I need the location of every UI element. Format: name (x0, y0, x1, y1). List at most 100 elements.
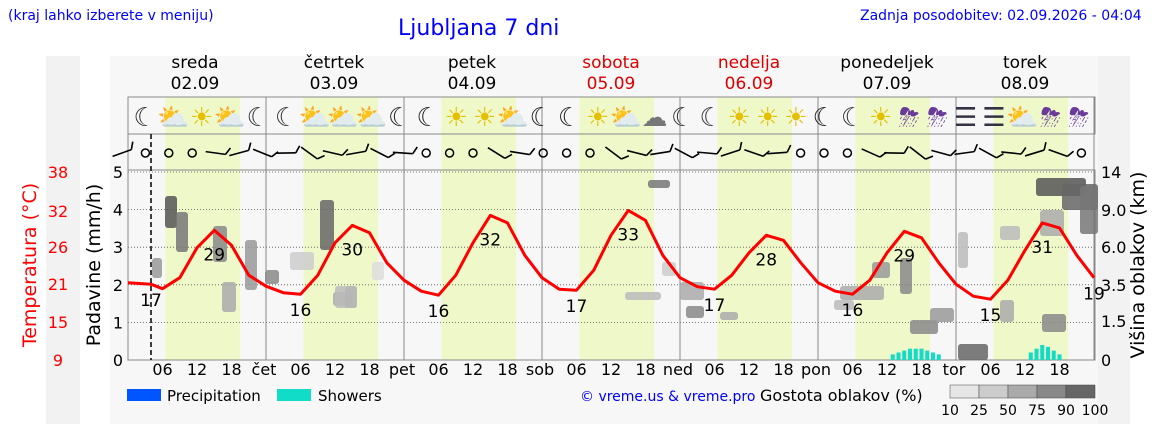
showers-bar (1040, 344, 1045, 360)
cloud-density-cell (1080, 186, 1098, 234)
wind-calm-marker (468, 148, 478, 158)
x-tick-label: 06 (566, 360, 586, 379)
x-day-abbr: sob (526, 360, 554, 379)
temp-label: 15 (980, 306, 1002, 326)
x-tick-label: 06 (842, 360, 862, 379)
day-name: ponedeljek (840, 53, 934, 73)
moon-icon: ☾ (813, 103, 836, 133)
wind-calm-marker (421, 148, 431, 158)
sun-cloud-icon: ⛅ (1006, 103, 1038, 133)
wind-calm-marker (561, 148, 572, 158)
wind-barb (1048, 148, 1075, 158)
cloud-height-tick: 9.0 (1101, 201, 1126, 220)
temp-tick: 9 (53, 351, 63, 370)
icon-row-border (127, 96, 1096, 135)
moon-cloud-icon: ☾ (133, 103, 156, 133)
region-hint-link[interactable]: (kraj lahko izberete v meniju) (8, 8, 214, 24)
left-axis-panel (46, 56, 80, 424)
x-day-abbr: pet (389, 360, 415, 379)
daylight-band (855, 97, 931, 360)
temp-label: 17 (140, 291, 162, 311)
showers-bar (1028, 352, 1033, 360)
showers-bar (1057, 354, 1062, 360)
sun-icon: ☀ (473, 103, 496, 133)
moon-cloud-icon: ☾ (841, 103, 864, 133)
sun-thunder-icon: ⛈ (899, 103, 920, 133)
x-tick-label: 12 (877, 360, 897, 379)
moon-cloud-icon: ☾ (275, 103, 298, 133)
cloud-icon: ☁ (641, 103, 667, 133)
wind-barb (346, 143, 370, 156)
temp-label: 28 (755, 250, 777, 270)
x-tick-label: 06 (290, 360, 310, 379)
cloud-density-cell (222, 282, 236, 312)
wind-calm-marker (842, 148, 853, 158)
wind-barb (674, 147, 700, 159)
showers-bar (931, 352, 935, 360)
right-axis-panel (1098, 56, 1130, 424)
day-name: sobota (582, 53, 640, 73)
wind-barb (1001, 147, 1027, 155)
sun-cloud-icon: ⛅ (327, 103, 359, 133)
x-day-abbr: ned (663, 360, 693, 379)
showers-bar (890, 354, 895, 360)
cloud-density-cell (834, 300, 854, 310)
temp-tick: 26 (48, 238, 68, 257)
wind-barb (954, 143, 979, 156)
cloud-density-swatch (1065, 384, 1096, 399)
wind-barb (300, 146, 325, 160)
x-day-abbr: pon (801, 360, 831, 379)
day-name: petek (448, 53, 496, 73)
x-tick-label: 06 (980, 360, 1000, 379)
wind-calm-marker (140, 148, 151, 158)
day-name: sreda (171, 53, 218, 73)
x-tick-label: 18 (1049, 360, 1069, 379)
precip-tick: 3 (113, 238, 123, 257)
moon-icon: ☾ (530, 103, 553, 133)
wind-calm-marker (444, 148, 455, 158)
cloud-density-cell (1000, 300, 1014, 322)
cloud-density-cell (686, 306, 704, 318)
wind-barb (626, 149, 653, 157)
day-date: 08.09 (1001, 74, 1050, 94)
temp-tick: 15 (48, 313, 68, 332)
cloud-density-cell (625, 292, 661, 300)
wind-barb (392, 146, 418, 155)
fog-icon: ☰ (954, 103, 977, 133)
cloud-density-cell (152, 258, 162, 278)
showers-bar (1051, 350, 1056, 360)
sun-cloud-icon: ⛅ (157, 103, 189, 133)
x-tick-label: 18 (497, 360, 517, 379)
precip-axis-title: Padavine (mm/h) (83, 184, 105, 347)
cloud-density-tick: 10 (941, 403, 959, 419)
temp-label: 17 (566, 297, 588, 317)
x-tick-label: 12 (463, 360, 483, 379)
thunder-moon-icon: ⛈ (1068, 103, 1089, 133)
temp-label: 16 (290, 301, 312, 321)
showers-bar (936, 354, 941, 360)
wind-barb (322, 148, 349, 157)
cloud-density-cell (910, 320, 938, 334)
cloud-height-axis-title: Višina oblakov (km) (1127, 172, 1149, 359)
copyright-text: © vreme.us & vreme.pro (580, 389, 755, 405)
x-tick-label: 18 (221, 360, 241, 379)
showers-bar (925, 350, 930, 360)
cloud-density-cell (648, 180, 670, 188)
cloud-density-swatch (978, 384, 1009, 399)
x-day-abbr: tor (943, 360, 966, 379)
sun-icon: ☀ (784, 103, 807, 133)
cloud-density-tick: 100 (1082, 403, 1109, 419)
wind-calm-marker (164, 148, 174, 158)
cloud-density-cell (958, 344, 988, 360)
day-date: 07.09 (863, 74, 912, 94)
plot-frame (127, 169, 1096, 361)
x-tick-label: 06 (704, 360, 724, 379)
cloud-density-tick: 90 (1057, 403, 1075, 419)
x-tick-label: 12 (739, 360, 759, 379)
cloud-density-cell (213, 226, 227, 262)
cloud-density-cell (930, 308, 954, 322)
wind-calm-marker (187, 148, 197, 158)
wind-barb (1024, 142, 1047, 157)
cloud-density-cell (900, 258, 912, 294)
legend-precipitation-swatch (127, 389, 161, 401)
